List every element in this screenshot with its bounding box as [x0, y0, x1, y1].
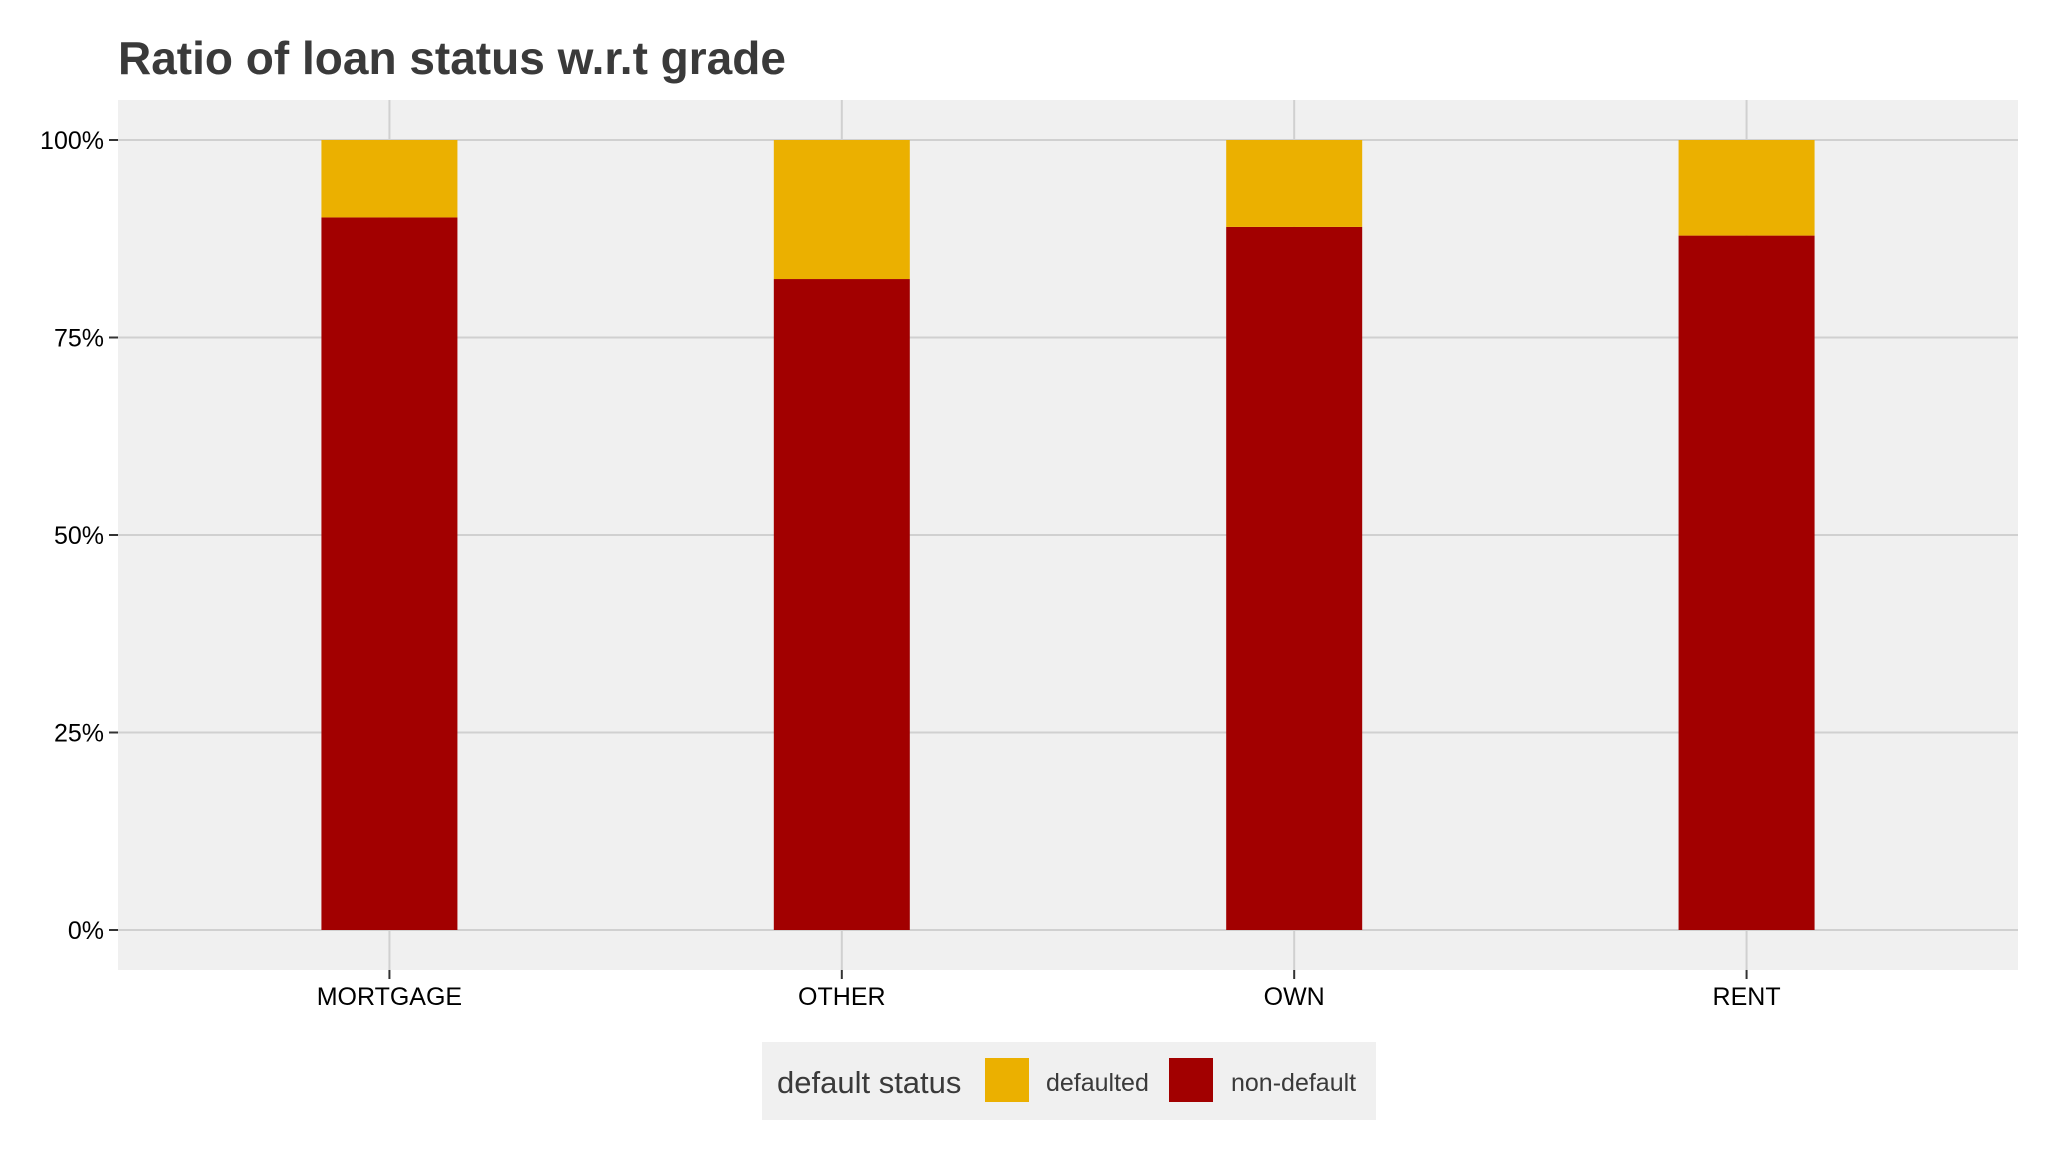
bars	[321, 140, 1815, 931]
legend-background	[762, 1042, 1376, 1120]
y-tick-label-3: 75%	[54, 325, 104, 353]
y-tick-label-1: 25%	[54, 720, 104, 748]
legend-label-defaulted: defaulted	[1046, 1069, 1149, 1097]
bar-rent-defaulted	[1678, 140, 1815, 236]
x-axis-ticks: MORTGAGE OTHER OWN RENT	[317, 970, 1781, 1011]
bar-mortgage-non-default	[321, 217, 458, 931]
y-axis-ticks: 0% 25% 50% 75% 100%	[40, 127, 118, 945]
bar-other-non-default	[773, 279, 910, 930]
bar-rent-non-default	[1678, 235, 1815, 931]
y-tick-label-0: 0%	[68, 917, 104, 945]
bar-mortgage-defaulted	[321, 140, 458, 218]
x-tick-label-rent: RENT	[1713, 983, 1781, 1011]
bar-own-defaulted	[1226, 140, 1363, 227]
legend: default status defaulted non-default	[762, 1042, 1376, 1120]
chart-title: Ratio of loan status w.r.t grade	[118, 32, 786, 84]
x-tick-label-own: OWN	[1264, 983, 1325, 1011]
y-tick-label-2: 50%	[54, 522, 104, 550]
legend-title: default status	[777, 1065, 961, 1100]
bar-other-defaulted	[773, 140, 910, 280]
y-tick-label-4: 100%	[40, 127, 104, 155]
x-tick-label-other: OTHER	[798, 983, 886, 1011]
legend-swatch-non-default	[1169, 1058, 1213, 1102]
legend-label-non-default: non-default	[1231, 1069, 1356, 1097]
x-tick-label-mortgage: MORTGAGE	[317, 983, 462, 1011]
legend-swatch-defaulted	[985, 1058, 1029, 1102]
bar-own-non-default	[1226, 226, 1363, 930]
